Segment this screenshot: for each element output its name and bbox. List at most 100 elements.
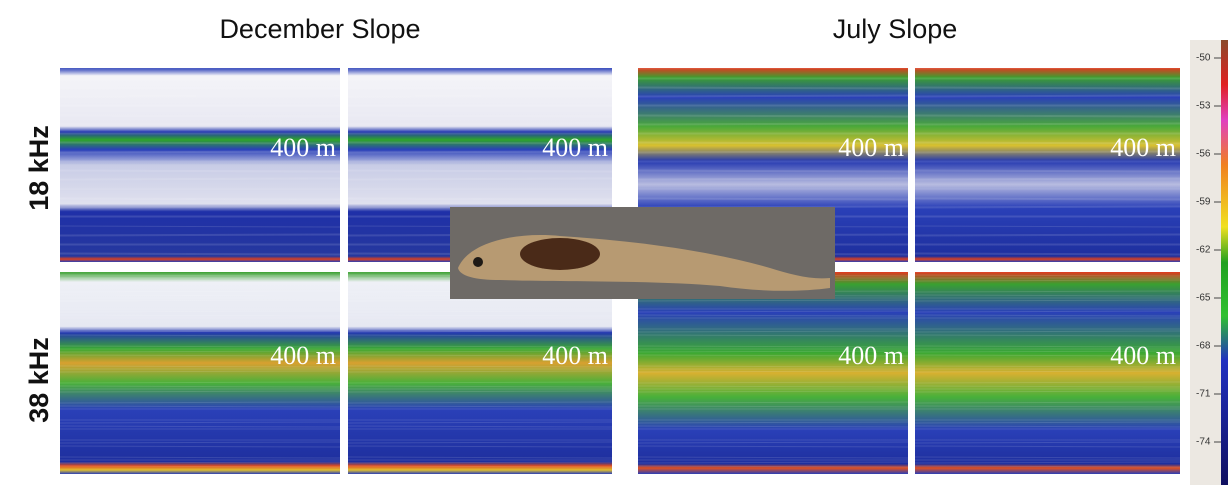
echo-streak xyxy=(59,465,341,468)
echo-streak xyxy=(347,169,613,172)
echo-streak xyxy=(637,150,909,153)
echo-streak xyxy=(347,115,613,118)
echo-streak xyxy=(59,314,341,317)
echo-streak xyxy=(59,270,341,273)
fish-photo xyxy=(450,207,835,299)
echo-streak xyxy=(914,141,1181,144)
echo-streak xyxy=(347,445,613,448)
echo-streak xyxy=(347,354,613,357)
echo-streak xyxy=(347,390,613,393)
echo-streak xyxy=(914,225,1181,228)
echo-streak xyxy=(914,456,1181,459)
echo-streak xyxy=(914,198,1181,201)
echo-streak xyxy=(637,94,909,97)
echo-streak xyxy=(914,465,1181,468)
echo-streak xyxy=(59,66,341,69)
echo-streak xyxy=(637,86,909,89)
echo-streak xyxy=(637,441,909,444)
echo-streak xyxy=(637,314,909,317)
echo-streak xyxy=(59,94,341,97)
echo-streak xyxy=(914,314,1181,317)
echo-streak xyxy=(914,205,1181,208)
echo-streak xyxy=(59,205,341,208)
echo-streak xyxy=(637,178,909,181)
row-title: 38 kHz xyxy=(24,337,54,423)
echo-streak xyxy=(914,401,1181,404)
color-bar: -50 -53 -56 -59 -62 -65 -68 -71 -74 xyxy=(1190,40,1228,485)
echo-streak xyxy=(637,197,909,200)
echo-streak xyxy=(59,441,341,444)
row-title: 18 kHz xyxy=(24,125,54,211)
depth-label: 400 m xyxy=(838,133,904,162)
echo-streak xyxy=(914,115,1181,118)
echo-streak xyxy=(59,345,341,348)
echo-streak xyxy=(347,142,613,145)
echogram xyxy=(348,272,612,474)
echo-streak xyxy=(914,206,1181,209)
echo-streak xyxy=(347,299,613,302)
echo-streak xyxy=(637,122,909,125)
echo-streak xyxy=(59,170,341,173)
echo-streak xyxy=(914,345,1181,348)
echo-streak xyxy=(637,385,909,388)
echo-streak xyxy=(637,390,909,393)
echo-streak xyxy=(347,151,613,154)
tick-label: -71 xyxy=(1196,389,1211,400)
echo-streak xyxy=(914,150,1181,153)
echo-streak xyxy=(637,115,909,118)
echogram xyxy=(638,272,908,474)
echo-streak xyxy=(637,465,909,468)
echo-streak xyxy=(914,461,1181,464)
echo-streak xyxy=(59,445,341,448)
echo-streak xyxy=(637,456,909,459)
echo-streak xyxy=(59,234,341,237)
echo-streak xyxy=(59,142,341,145)
echo-streak xyxy=(637,198,909,201)
echo-streak xyxy=(914,122,1181,125)
echo-streak xyxy=(347,150,613,153)
echo-streak xyxy=(59,274,341,277)
echo-streak xyxy=(914,390,1181,393)
echo-streak xyxy=(59,381,341,384)
tick-label: -50 xyxy=(1196,53,1211,64)
echo-streak xyxy=(914,290,1181,293)
echo-streak xyxy=(59,123,341,126)
echo-streak xyxy=(59,122,341,125)
echo-streak xyxy=(347,401,613,404)
echo-streak xyxy=(59,177,341,180)
echo-streak xyxy=(59,401,341,404)
echo-streak xyxy=(347,177,613,180)
echo-streak xyxy=(59,233,341,236)
depth-label: 400 m xyxy=(838,341,904,370)
echo-streak xyxy=(914,234,1181,237)
echo-streak xyxy=(914,354,1181,357)
echo-streak xyxy=(347,345,613,348)
echo-streak xyxy=(914,299,1181,302)
echo-streak xyxy=(637,365,909,368)
echo-streak xyxy=(59,141,341,144)
echo-streak xyxy=(637,142,909,145)
echo-streak xyxy=(59,425,341,428)
echo-streak xyxy=(637,177,909,180)
echo-streak xyxy=(637,66,909,69)
depth-label: 400 m xyxy=(1110,341,1176,370)
tick-label: -65 xyxy=(1196,293,1211,304)
echo-streak xyxy=(914,233,1181,236)
echo-streak xyxy=(914,67,1181,70)
echo-streak xyxy=(347,122,613,125)
echo-streak xyxy=(59,95,341,98)
echo-streak xyxy=(59,310,341,313)
echo-streak xyxy=(59,350,341,353)
echo-streak xyxy=(637,425,909,428)
echo-streak xyxy=(347,381,613,384)
echo-streak xyxy=(347,141,613,144)
echo-streak xyxy=(347,114,613,117)
echo-streak xyxy=(347,170,613,173)
tick-label: -74 xyxy=(1196,437,1211,448)
echo-streak xyxy=(914,279,1181,282)
echo-streak xyxy=(59,354,341,357)
echo-streak xyxy=(59,151,341,154)
echo-streak xyxy=(59,294,341,297)
echo-streak xyxy=(914,425,1181,428)
